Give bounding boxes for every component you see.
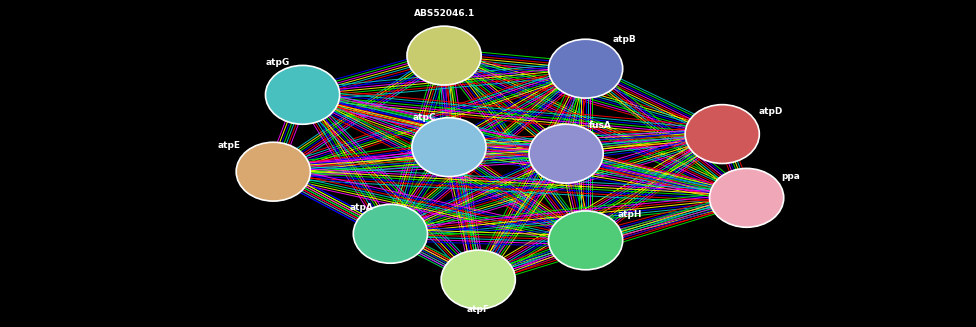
Ellipse shape [549,211,623,270]
Text: atpD: atpD [759,107,783,116]
Text: atpC: atpC [413,113,436,122]
Text: ppa: ppa [781,172,800,181]
Ellipse shape [412,118,486,177]
Text: atpH: atpH [617,210,642,219]
Text: fusA: fusA [589,121,612,130]
Ellipse shape [236,142,310,201]
Ellipse shape [529,124,603,183]
Text: atpB: atpB [613,35,636,44]
Ellipse shape [265,65,340,124]
Ellipse shape [441,250,515,309]
Text: ABS52046.1: ABS52046.1 [414,9,474,18]
Text: atpF: atpF [467,304,490,314]
Ellipse shape [353,204,427,263]
Ellipse shape [685,105,759,164]
Text: atpG: atpG [266,58,290,67]
Ellipse shape [549,39,623,98]
Ellipse shape [710,168,784,227]
Ellipse shape [407,26,481,85]
Text: atpE: atpE [218,141,241,150]
Text: atpA: atpA [349,203,373,212]
